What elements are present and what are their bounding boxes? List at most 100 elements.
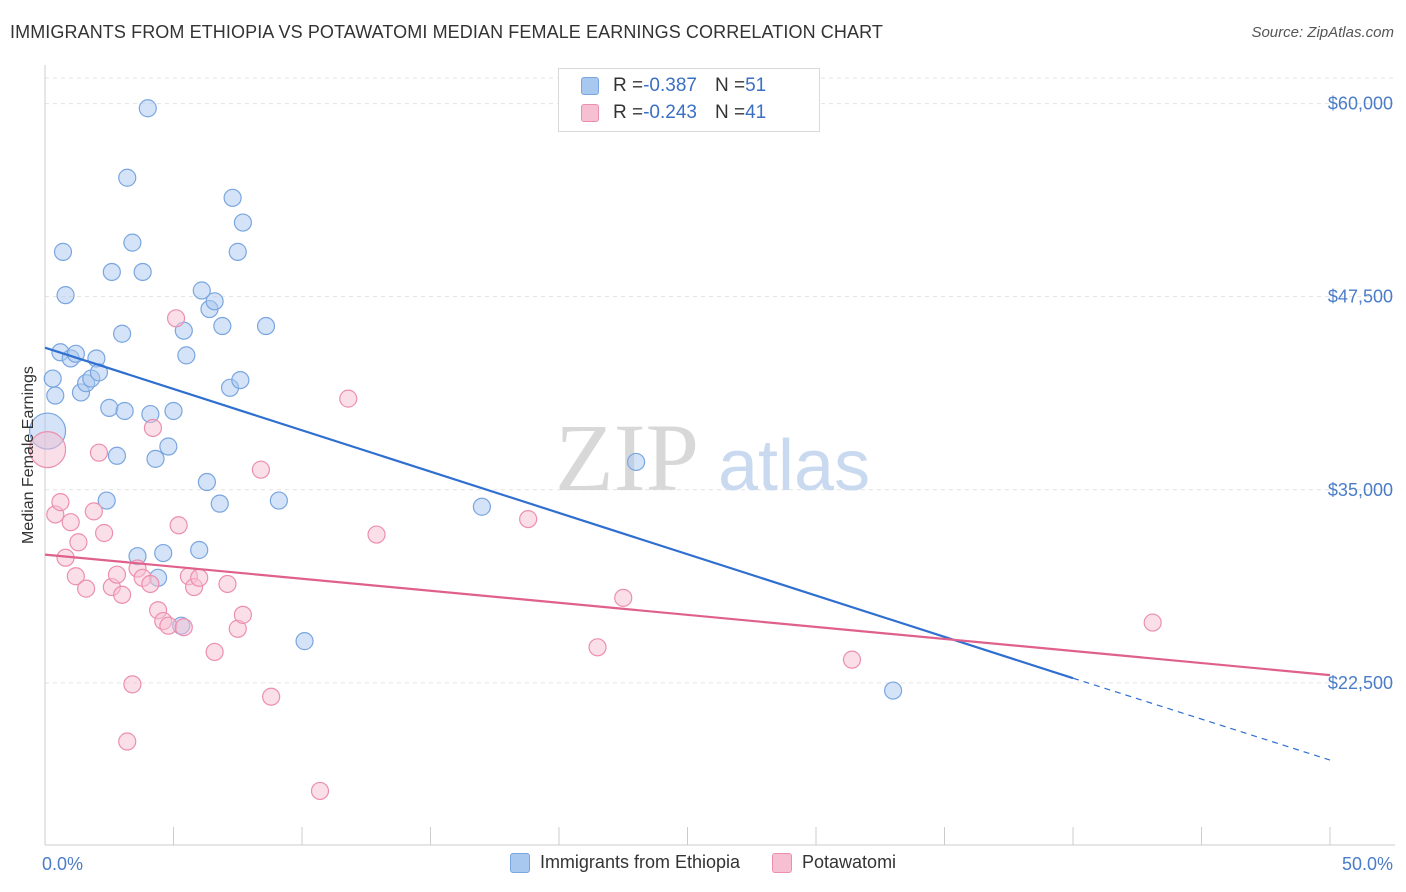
point-ethiopia [228, 242, 247, 261]
point-potawatomi [166, 309, 186, 328]
trend-lines [44, 346, 1331, 761]
correlation-legend: R = -0.387 N = 51 R = -0.243 N = 41 [558, 68, 820, 132]
y-tick-label: $22,500 [1328, 673, 1393, 693]
point-ethiopia [256, 316, 276, 336]
point-potawatomi [588, 638, 607, 657]
point-ethiopia [102, 262, 121, 282]
point-potawatomi [174, 618, 193, 637]
point-ethiopia [210, 494, 229, 513]
point-ethiopia [43, 369, 62, 388]
legend-n-value: 41 [745, 102, 767, 123]
point-potawatomi [218, 574, 237, 594]
legend-r-value: -0.243 [643, 102, 697, 123]
point-potawatomi [66, 567, 85, 586]
point-ethiopia [146, 449, 165, 468]
point-potawatomi [262, 687, 281, 706]
point-ethiopia [192, 281, 211, 300]
point-potawatomi [112, 585, 132, 604]
y-tick-label: $47,500 [1328, 287, 1393, 307]
point-potawatomi [159, 616, 178, 635]
point-potawatomi [1143, 613, 1162, 632]
y-tick-label: $60,000 [1328, 94, 1393, 114]
y-axis-label: Median Female Earnings [20, 366, 37, 544]
legend-item-potawatomi[interactable]: Potawatomi [772, 852, 896, 873]
legend-r-label: R = [613, 75, 644, 96]
point-ethiopia [883, 681, 903, 700]
point-potawatomi [614, 588, 633, 607]
point-ethiopia [472, 497, 491, 516]
y-tick-label: $35,000 [1328, 480, 1393, 500]
point-potawatomi [84, 502, 103, 521]
point-potawatomi [310, 781, 330, 801]
point-potawatomi [519, 509, 538, 529]
trend-extension-ethiopia [1072, 677, 1331, 761]
point-ethiopia [213, 316, 232, 336]
legend-item-ethiopia[interactable]: Immigrants from Ethiopia [509, 852, 741, 873]
point-potawatomi [367, 525, 386, 544]
legend-swatch-ethiopia [509, 852, 530, 873]
point-potawatomi [107, 565, 127, 584]
legend-label-ethiopia: Immigrants from Ethiopia [539, 852, 741, 872]
point-potawatomi [141, 574, 160, 594]
point-potawatomi [233, 605, 252, 624]
point-potawatomi [51, 493, 70, 512]
point-ethiopia [97, 491, 116, 510]
point-ethiopia [164, 401, 183, 421]
point-ethiopia [159, 437, 178, 456]
point-potawatomi [339, 389, 358, 408]
legend-swatch-potawatomi [772, 852, 793, 873]
legend-r-value: -0.387 [643, 75, 697, 96]
point-potawatomi [842, 650, 862, 669]
point-ethiopia [190, 540, 209, 560]
point-ethiopia [115, 401, 134, 421]
legend-r-label: R = [613, 102, 644, 123]
legend-n-label: N = [714, 75, 746, 96]
point-ethiopia [177, 346, 196, 365]
axes [44, 65, 1395, 846]
watermark-atlas: atlas [718, 426, 870, 506]
point-ethiopia [154, 543, 173, 563]
legend-row-ethiopia: R = -0.387 N = 51 [581, 73, 766, 99]
point-potawatomi [77, 579, 96, 598]
trend-line-potawatomi [44, 553, 1331, 677]
point-potawatomi [205, 642, 224, 662]
legend-n-label: N = [714, 102, 746, 123]
point-ethiopia [138, 99, 157, 118]
point-ethiopia [123, 233, 142, 252]
legend-label-potawatomi: Potawatomi [802, 852, 897, 872]
trend-line-ethiopia [44, 346, 1074, 680]
series-legend: Immigrants from Ethiopia Potawatomi [0, 852, 1406, 873]
point-ethiopia [107, 446, 127, 465]
point-potawatomi [143, 418, 163, 438]
point-ethiopia [233, 213, 252, 232]
watermark: ZIP atlas [555, 404, 870, 511]
point-potawatomi [118, 732, 137, 751]
y-tick-labels: $22,500 $35,000 $47,500 $60,000 [1328, 94, 1393, 693]
point-potawatomi [95, 523, 114, 543]
legend-n-value: 51 [745, 75, 767, 96]
point-potawatomi [190, 568, 209, 587]
legend-row-potawatomi: R = -0.243 N = 41 [581, 100, 766, 126]
point-potawatomi [251, 460, 270, 479]
legend-swatch-ethiopia [581, 77, 599, 95]
point-potawatomi [28, 430, 67, 469]
point-ethiopia [53, 242, 73, 261]
point-ethiopia [56, 286, 75, 305]
point-potawatomi [169, 516, 188, 535]
watermark-zip: ZIP [555, 404, 699, 511]
point-potawatomi [69, 533, 88, 552]
x-tick-label: 50.0% [1342, 854, 1393, 874]
x-tick-labels: 0.0% 50.0% [42, 854, 1393, 874]
point-ethiopia [231, 370, 250, 390]
point-ethiopia [197, 472, 217, 492]
chart-title: IMMIGRANTS FROM ETHIOPIA VS POTAWATOMI M… [10, 22, 883, 42]
point-ethiopia [46, 386, 65, 405]
legend-swatch-potawatomi [581, 104, 599, 122]
point-ethiopia [626, 452, 646, 472]
source-label: Source: ZipAtlas.com [1251, 24, 1394, 41]
point-ethiopia [112, 324, 132, 343]
point-potawatomi [89, 443, 109, 462]
point-potawatomi [61, 513, 80, 532]
point-ethiopia [295, 632, 314, 651]
